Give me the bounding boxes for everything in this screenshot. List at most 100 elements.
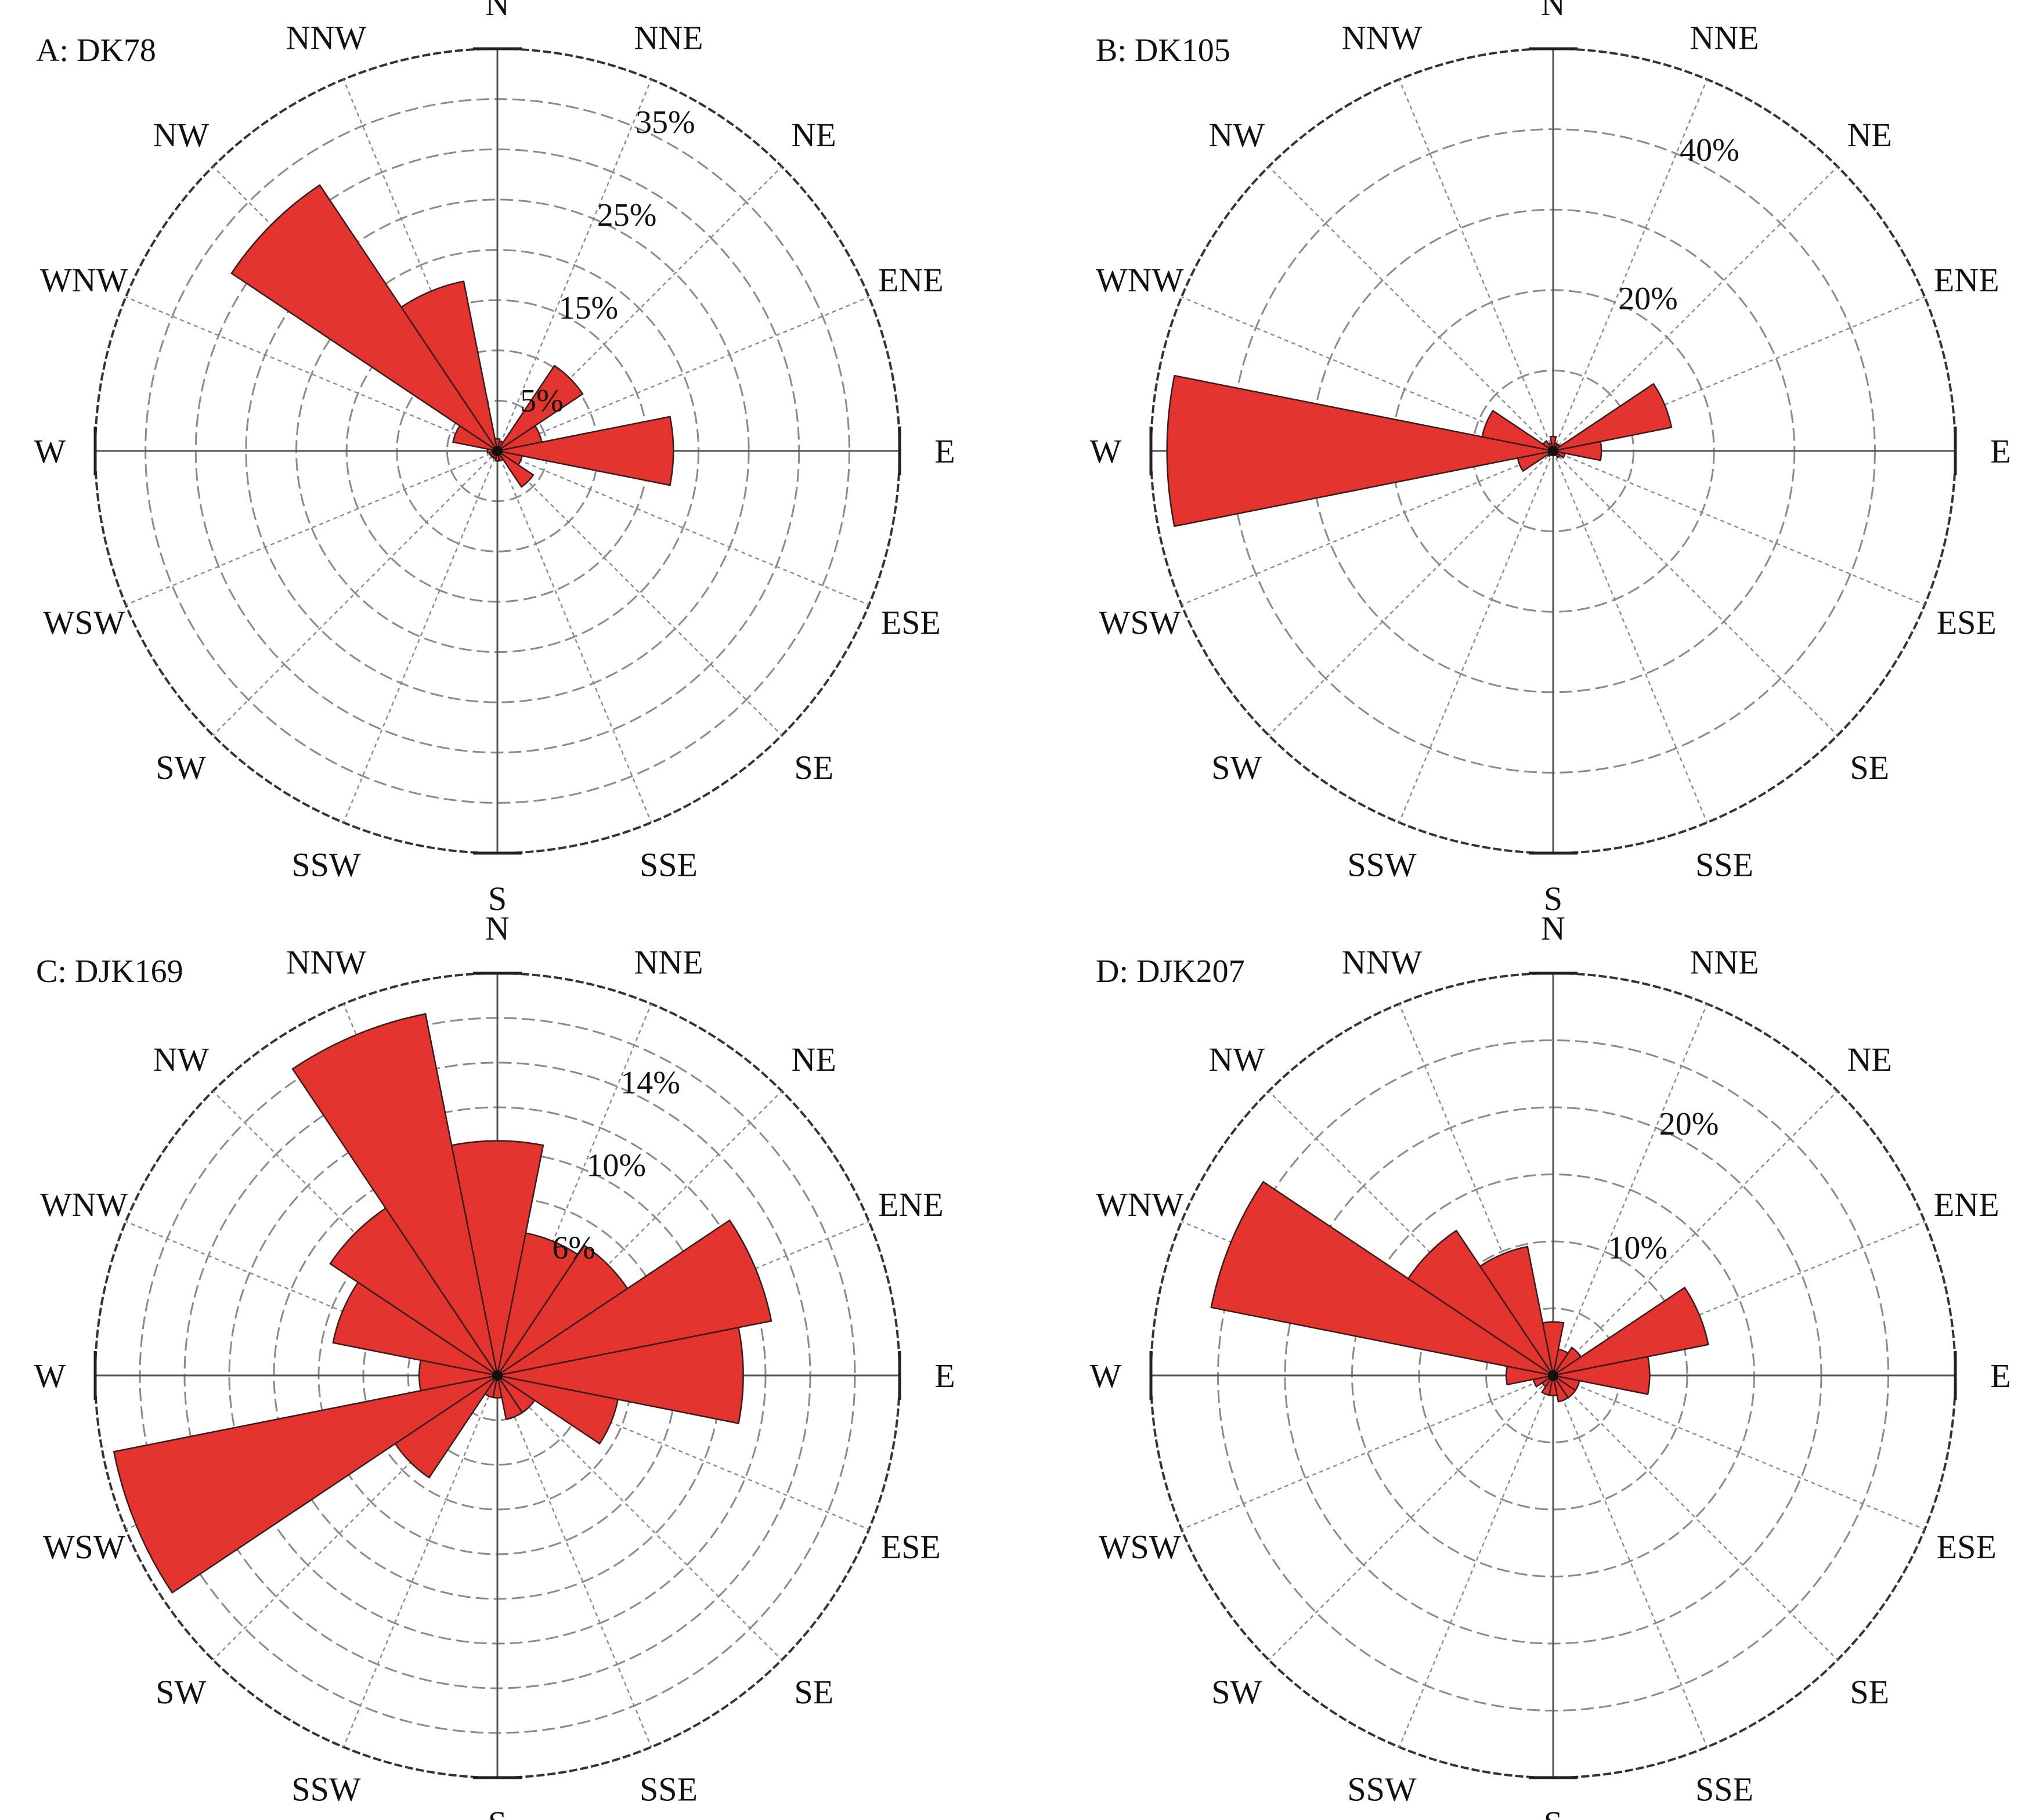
direction-label-c-se: SE	[794, 1673, 833, 1711]
direction-label-b-se: SE	[1850, 749, 1889, 786]
direction-label-d-wnw: WNW	[1096, 1186, 1184, 1223]
ring-label-b-20: 20%	[1618, 281, 1678, 317]
direction-label-a-ese: ESE	[881, 604, 941, 641]
petal-c-ese	[497, 1374, 619, 1445]
spoke-c-sse	[496, 1375, 652, 1747]
spoke-c-nw	[212, 1090, 498, 1376]
ring-label-d-20: 20%	[1659, 1106, 1719, 1142]
petal-c-e	[497, 1326, 744, 1425]
direction-label-b-w: W	[1090, 432, 1122, 470]
spoke-c-ssw	[342, 1375, 499, 1747]
spoke-b-se	[1553, 450, 1838, 736]
direction-label-a-nw: NW	[153, 116, 209, 154]
petal-d-nnw	[1479, 1245, 1554, 1376]
spoke-d-se	[1553, 1375, 1838, 1660]
spoke-a-nnw	[342, 79, 499, 452]
petal-d-ene	[1553, 1286, 1709, 1377]
spoke-a-nw	[212, 166, 498, 452]
spoke-a-ne	[497, 166, 782, 452]
spoke-d-ne	[1553, 1090, 1838, 1376]
rose-panel-d: 10% 20% N NNE NE ENE E ESE SE SSE S SSW SW WSW W WNW NW N…	[1090, 909, 2011, 1820]
direction-label-a-n: N	[485, 0, 510, 23]
petal-a-ne	[496, 364, 584, 452]
direction-label-a-wnw: WNW	[40, 261, 128, 299]
direction-label-c-nnw: NNW	[286, 944, 367, 981]
direction-label-d-e: E	[1990, 1357, 2010, 1395]
direction-label-d-ese: ESE	[1937, 1528, 1997, 1566]
spoke-a-sw	[212, 450, 498, 736]
petal-c-wsw	[113, 1374, 498, 1594]
spoke-a-ese	[497, 450, 869, 606]
direction-label-c-ssw: SSW	[291, 1770, 361, 1808]
direction-label-c-w: W	[34, 1357, 66, 1395]
direction-label-b-s: S	[1544, 880, 1562, 918]
spoke-b-sse	[1552, 450, 1708, 823]
spoke-a-sse	[496, 450, 652, 823]
direction-label-d-ssw: SSW	[1347, 1770, 1417, 1808]
center-dot-b	[1548, 446, 1558, 456]
direction-label-b-ne: NE	[1847, 116, 1892, 154]
direction-label-b-ssw: SSW	[1347, 846, 1417, 883]
petal-c-nw	[329, 1207, 499, 1377]
spoke-a-ssw	[342, 450, 499, 823]
direction-label-c-sse: SSE	[640, 1770, 698, 1808]
petal-c-ene	[497, 1219, 773, 1377]
spoke-b-ne	[1553, 166, 1838, 452]
spoke-c-nne	[496, 1003, 652, 1376]
spoke-b-ese	[1553, 450, 1925, 606]
petal-d-wnw	[1210, 1180, 1554, 1377]
ring-label-b-40: 40%	[1680, 132, 1739, 168]
direction-label-c-ne: NE	[792, 1041, 836, 1078]
direction-label-a-se: SE	[794, 749, 833, 786]
direction-label-b-wsw: WSW	[1099, 604, 1181, 641]
spoke-d-ene	[1553, 1220, 1925, 1377]
direction-label-d-nne: NNE	[1690, 944, 1759, 981]
direction-label-d-nnw: NNW	[1342, 944, 1423, 981]
ring-label-a-15: 15%	[558, 290, 618, 326]
spoke-b-ene	[1553, 296, 1925, 452]
petal-a-nnw	[400, 280, 499, 452]
spoke-c-sw	[212, 1375, 498, 1660]
spoke-d-nw	[1268, 1090, 1554, 1376]
petal-b-n	[1549, 435, 1557, 452]
spoke-d-sw	[1268, 1375, 1554, 1660]
panel-title-b: B: DK105	[1096, 32, 1230, 68]
direction-label-b-nnw: NNW	[1342, 19, 1423, 57]
spoke-b-nnw	[1398, 79, 1554, 452]
ring-label-a-35: 35%	[636, 104, 695, 140]
direction-label-b-e: E	[1990, 432, 2010, 470]
spoke-a-ene	[497, 296, 869, 452]
petal-d-nw	[1407, 1229, 1554, 1377]
direction-label-b-nne: NNE	[1690, 19, 1759, 57]
spoke-a-se	[497, 450, 782, 736]
petal-b-wnw	[1481, 409, 1554, 452]
direction-label-c-wnw: WNW	[40, 1186, 128, 1223]
petal-a-e	[497, 416, 674, 486]
ring-label-c-6: 6%	[552, 1230, 595, 1266]
petal-b-w	[1166, 374, 1554, 528]
direction-label-d-s: S	[1544, 1804, 1562, 1820]
panel-title-c: C: DJK169	[36, 954, 183, 990]
spoke-d-ssw	[1398, 1375, 1554, 1747]
spoke-c-ene	[497, 1220, 869, 1377]
direction-label-d-wsw: WSW	[1099, 1528, 1181, 1566]
direction-label-b-sse: SSE	[1695, 846, 1753, 883]
direction-label-a-nnw: NNW	[286, 19, 367, 57]
direction-label-a-sw: SW	[156, 749, 206, 786]
direction-label-c-ese: ESE	[881, 1528, 941, 1566]
direction-label-d-n: N	[1541, 909, 1565, 947]
petal-b-ene	[1553, 382, 1673, 452]
direction-label-a-w: W	[34, 432, 66, 470]
spoke-a-nne	[496, 79, 652, 452]
ring-label-c-10: 10%	[586, 1147, 646, 1183]
spoke-b-nw	[1268, 166, 1554, 452]
rose-panel-a: 5% 15% 25% 35% N NNE NE ENE E ESE SE SSE S SSW SW WSW W W…	[34, 0, 955, 918]
direction-label-c-ene: ENE	[878, 1186, 944, 1223]
direction-label-a-e: E	[934, 432, 955, 470]
direction-label-a-nne: NNE	[634, 19, 703, 57]
direction-label-d-w: W	[1090, 1357, 1122, 1395]
spoke-b-wnw	[1181, 296, 1554, 452]
spoke-b-nne	[1552, 79, 1708, 452]
direction-label-a-ene: ENE	[878, 261, 944, 299]
